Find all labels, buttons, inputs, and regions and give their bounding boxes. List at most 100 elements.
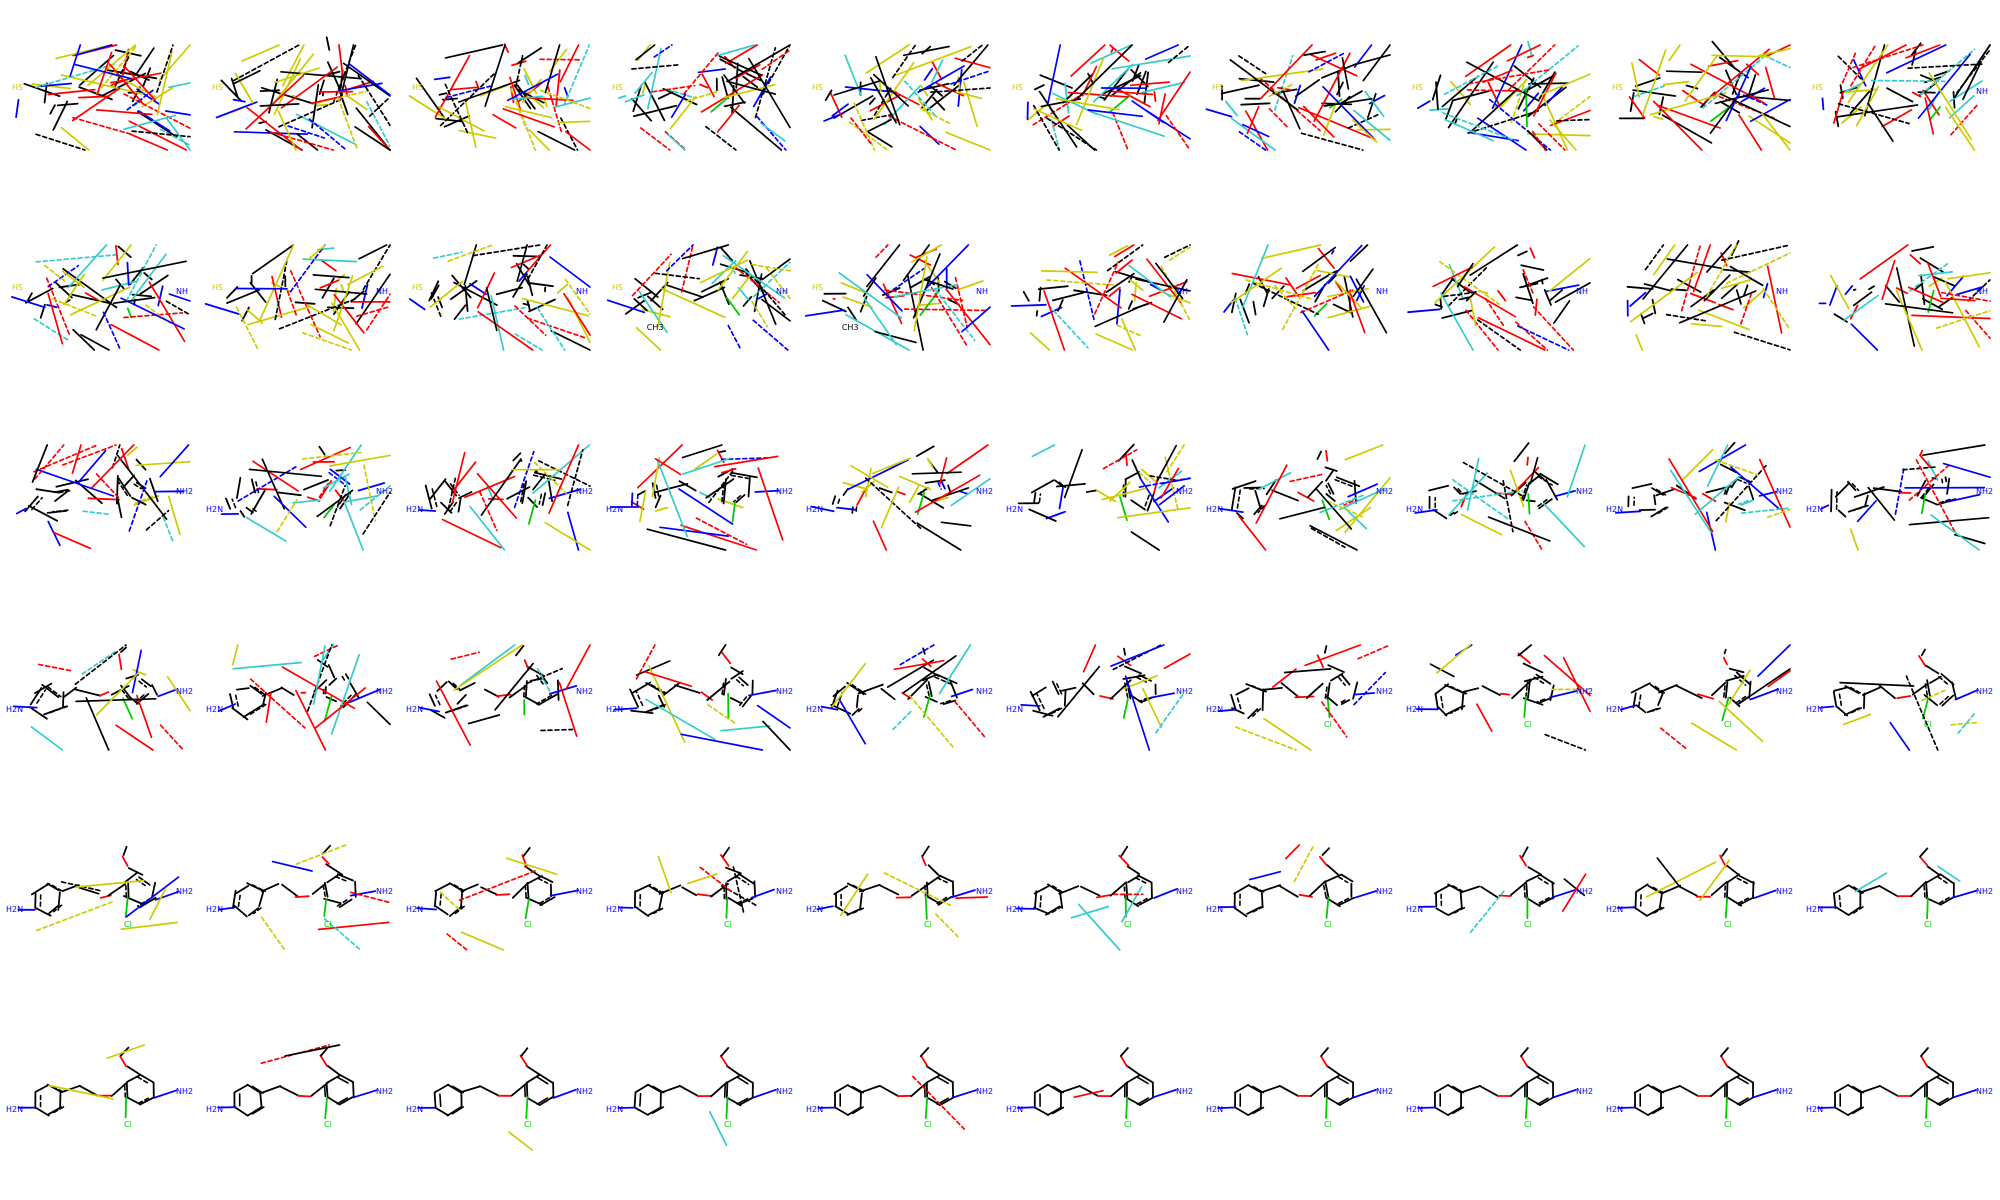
amine-label: H2N [6, 1105, 23, 1114]
amine-label: NH2 [376, 487, 393, 496]
chloro-label: Cl [1524, 720, 1532, 729]
amine-label: NH2 [1776, 887, 1793, 896]
amine-label: H2N [206, 905, 223, 914]
amine-label: H2N [6, 705, 23, 714]
amine-label: NH2 [576, 487, 593, 496]
molecule-structure: H2N NH2 Cl [806, 1047, 993, 1130]
molecule-cell: HS [1000, 0, 1200, 200]
amine-label: H2N [1206, 505, 1223, 514]
molecule-cell: NH [1200, 200, 1400, 400]
molecule-structure: H2N NH2 [1806, 444, 1993, 551]
molecule-structure: H2N NH2 Cl [406, 1047, 593, 1151]
thiol-label: HS [812, 83, 823, 92]
amine-label: H2N [1406, 705, 1423, 714]
molecule-structure: H2N NH2 [1006, 443, 1193, 551]
molecule-structure: H2N NH2 Cl [1006, 845, 1193, 951]
molecule-cell: H2N NH2 [600, 600, 800, 800]
amine-label: NH2 [176, 887, 193, 896]
molecule-structure: H2N NH2 Cl [1206, 644, 1393, 751]
thiol-label: HS [212, 283, 223, 292]
chloro-label: Cl [1724, 920, 1732, 929]
molecule-structure: NH2 [15, 444, 193, 550]
molecule-structure: H2N NH2 Cl [606, 1047, 793, 1147]
molecule-cell: H2N NH2 Cl [0, 800, 200, 1000]
amine-label: NH2 [1776, 687, 1793, 696]
molecule-cell: NH HS [400, 200, 600, 400]
amine-label: H2N [606, 505, 623, 514]
molecule-cell: H2N NH2 [400, 600, 600, 800]
molecule-structure: H2N NH2 Cl [1406, 644, 1593, 751]
molecule-cell: HS [200, 0, 400, 200]
thiol-label: HS [1812, 83, 1823, 92]
molecule-cell: NH [1400, 200, 1600, 400]
chloro-label: Cl [124, 1120, 132, 1129]
molecule-cell: H2N NH2 Cl [1600, 1000, 1800, 1200]
amine-label: H2N [206, 705, 223, 714]
molecule-structure: HS [612, 44, 791, 151]
thiol-label: HS [812, 283, 823, 292]
thiol-label: HS [412, 283, 423, 292]
amine-label: NH2 [1976, 887, 1993, 896]
amine-label: NH [1976, 87, 1988, 96]
amine-label: H2N [406, 505, 423, 514]
methyl-label: CH3 [842, 323, 859, 332]
amine-label: H2N [1206, 1105, 1223, 1114]
molecule-cell: H2N NH2 [1400, 400, 1600, 600]
molecule-cell: H2N NH2 [600, 400, 800, 600]
molecule-cell: NH [1000, 200, 1200, 400]
chloro-label: Cl [724, 920, 732, 929]
amine-label: NH2 [1176, 887, 1193, 896]
amine-label: NH2 [976, 687, 993, 696]
molecule-cell: H2N NH2 Cl [1200, 1000, 1400, 1200]
chloro-label: Cl [1724, 1120, 1732, 1129]
amine-label: H2N [406, 705, 423, 714]
amine-label: H2N [406, 1105, 423, 1114]
amine-label: H2N [6, 905, 23, 914]
amine-label: NH2 [1576, 887, 1593, 896]
amine-label: NH2 [1976, 487, 1993, 496]
amine-label: NH2 [376, 1087, 393, 1096]
molecule-structure: H2N NH2 Cl [1606, 1047, 1793, 1129]
amine-label: NH2 [576, 887, 593, 896]
chloro-label: Cl [1924, 1120, 1932, 1129]
amine-label: NH [376, 287, 388, 296]
molecule-cell: H2N NH2 [800, 600, 1000, 800]
molecule-cell: HS [1600, 0, 1800, 200]
molecule-cell: H2N NH2 Cl [1000, 1000, 1200, 1200]
molecule-structure: H2N NH2 [806, 444, 993, 551]
amine-label: NH2 [176, 1087, 193, 1096]
amine-label: H2N [1006, 705, 1023, 714]
amine-label: NH [1976, 287, 1988, 296]
amine-label: NH [976, 287, 988, 296]
molecule-cell: H2N NH2 [1200, 400, 1400, 600]
thiol-label: HS [612, 283, 623, 292]
chloro-label: Cl [324, 1120, 332, 1129]
amine-label: H2N [406, 905, 423, 914]
molecule-structure: H2N NH2 Cl [406, 847, 593, 951]
molecule-structure: H2N NH2 Cl [1806, 1047, 1993, 1129]
molecule-structure: H2N NH2 [1606, 441, 1793, 551]
molecule-structure: H2N NH2 Cl [1806, 847, 1993, 929]
amine-label: H2N [1806, 505, 1823, 514]
molecule-cell: H2N NH2 [1000, 400, 1200, 600]
amine-label: H2N [1406, 505, 1423, 514]
amine-label: H2N [1406, 1105, 1423, 1114]
amine-label: H2N [1406, 905, 1423, 914]
amine-label: NH2 [976, 487, 993, 496]
molecule-structure: HS [1412, 40, 1591, 151]
chloro-label: Cl [124, 920, 132, 929]
amine-label: H2N [1806, 705, 1823, 714]
molecule-cell: HS [1200, 0, 1400, 200]
molecule-structure: H2N NH2 Cl [606, 846, 793, 929]
thiol-label: HS [1612, 83, 1623, 92]
amine-label: H2N [1606, 705, 1623, 714]
molecule-structure: H2N NH2 Cl [6, 1044, 193, 1129]
molecule-structure: HS [1205, 44, 1391, 151]
molecule-cell: H2N NH2 Cl [1800, 800, 2000, 1000]
amine-label: NH2 [176, 687, 193, 696]
molecule-cell: H2N NH2 Cl [1200, 800, 1400, 1000]
molecule-structure: H2N NH2 [206, 444, 393, 551]
amine-label: NH2 [1976, 1087, 1993, 1096]
molecule-structure: HS [1012, 44, 1191, 151]
amine-label: H2N [206, 505, 223, 514]
